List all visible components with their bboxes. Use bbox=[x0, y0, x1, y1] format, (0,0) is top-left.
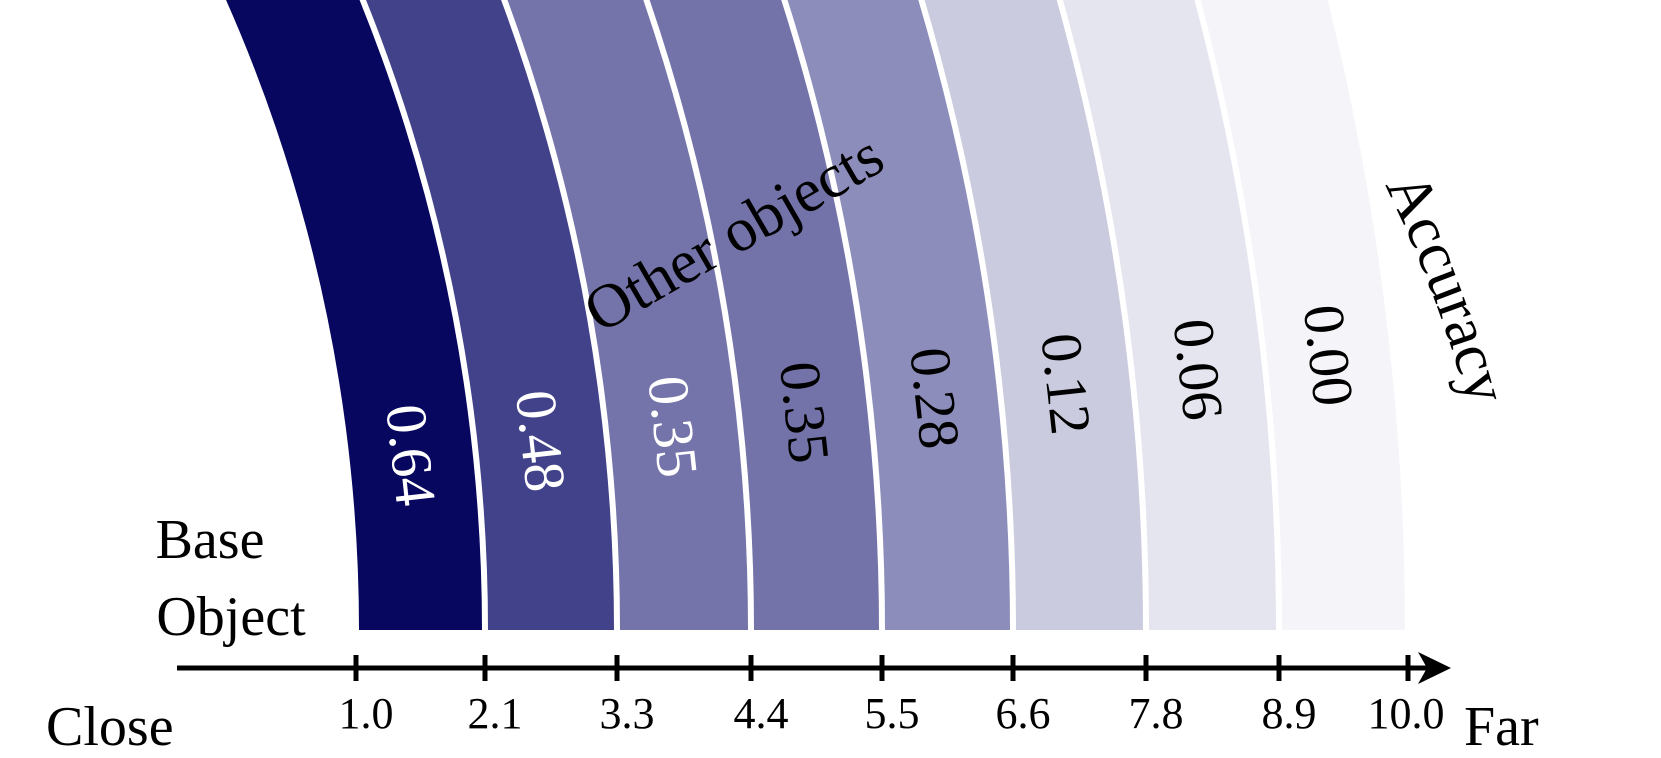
accuracy-value-label: 0.12 bbox=[1028, 330, 1104, 438]
axis-tick-label: 2.1 bbox=[468, 689, 523, 738]
accuracy-segment bbox=[1200, 0, 1405, 630]
base-object-label-line1: Base bbox=[156, 509, 265, 571]
axis-tick-label: 5.5 bbox=[865, 689, 920, 738]
base-object-label: Base Object bbox=[156, 509, 307, 648]
accuracy-value-label: 0.28 bbox=[897, 344, 973, 452]
axis-tick-labels: 1.0 2.1 3.3 4.4 5.5 6.6 7.8 8.9 10.0 bbox=[339, 689, 1445, 738]
axis-tick-label: 10.0 bbox=[1368, 689, 1445, 738]
accuracy-segments bbox=[225, 0, 1405, 630]
accuracy-segment bbox=[225, 0, 482, 630]
axis-tick-label: 1.0 bbox=[339, 689, 394, 738]
axis-tick-label: 7.8 bbox=[1129, 689, 1184, 738]
accuracy-segment bbox=[507, 0, 748, 630]
accuracy-segment bbox=[924, 0, 1143, 630]
accuracy-label: Accuracy bbox=[1373, 162, 1521, 411]
axis-tick-label: 4.4 bbox=[734, 689, 789, 738]
accuracy-segment bbox=[787, 0, 1010, 630]
accuracy-value-label: 0.00 bbox=[1291, 301, 1367, 409]
accuracy-value-label: 0.35 bbox=[767, 358, 843, 466]
x-label-far: Far bbox=[1464, 696, 1539, 758]
axis-tick-label: 3.3 bbox=[600, 689, 655, 738]
accuracy-label-path: Accuracy bbox=[1373, 162, 1521, 411]
distance-axis: 1.0 2.1 3.3 4.4 5.5 6.6 7.8 8.9 10.0 bbox=[177, 652, 1451, 738]
axis-tick-label: 8.9 bbox=[1262, 689, 1317, 738]
x-label-close: Close bbox=[46, 696, 174, 758]
axis-arrowhead-icon bbox=[1418, 652, 1451, 684]
accuracy-segment bbox=[1062, 0, 1276, 630]
axis-tick-label: 6.6 bbox=[996, 689, 1051, 738]
accuracy-value-label: 0.06 bbox=[1161, 315, 1237, 423]
base-object-label-line2: Object bbox=[156, 586, 306, 648]
axis-ticks bbox=[353, 655, 1411, 681]
accuracy-value-label: 0.64 bbox=[373, 401, 449, 509]
accuracy-segment bbox=[366, 0, 614, 630]
accuracy-value-label: 0.48 bbox=[503, 387, 579, 495]
accuracy-value-label: 0.35 bbox=[635, 373, 711, 481]
accuracy-segment bbox=[649, 0, 879, 630]
accuracy-value-labels: 0.64 0.48 0.35 0.35 0.28 0.12 0.06 0.00 bbox=[373, 301, 1366, 509]
